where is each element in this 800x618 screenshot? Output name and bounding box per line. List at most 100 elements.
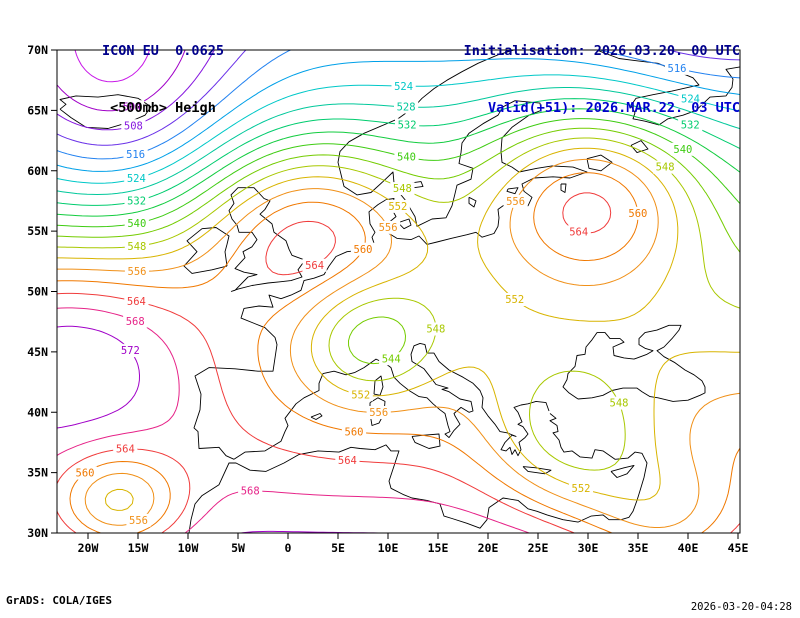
contour-560 (701, 447, 740, 533)
contour-label-box (126, 513, 151, 527)
contour-label-box (670, 142, 695, 156)
lon-tick-label: 35E (628, 541, 649, 555)
contour-label-box (394, 150, 419, 164)
lon-tick-label: 20E (478, 541, 499, 555)
contour-label: 560 (628, 208, 647, 220)
valid-time: Valid(+51): 2026.MAR.22. 03 UTC (488, 100, 740, 116)
contour-label: 568 (126, 316, 145, 328)
contour-548 (528, 370, 626, 471)
contour-532 (57, 98, 740, 206)
coastline-crete (522, 466, 552, 475)
contour-label: 568 (241, 486, 260, 498)
contour-label-box (503, 194, 528, 208)
lon-tick-label: 10E (378, 541, 399, 555)
lon-tick-label: 15W (128, 541, 149, 555)
contour-label: 556 (369, 407, 388, 419)
contour-label-box (385, 199, 410, 213)
contour-564 (265, 220, 336, 276)
lat-tick-label: 65N (27, 103, 48, 117)
contour-label: 564 (338, 455, 357, 467)
contour-564 (562, 192, 612, 234)
contour-552 (477, 147, 679, 322)
coastline-cyprus (610, 464, 635, 478)
contour-552 (57, 176, 740, 501)
title-block-right: Initialisation: 2026.03.20. 00 UTC Valid… (300, 4, 740, 156)
contour-label-box (123, 147, 148, 161)
title-block-left: ICON EU 0.0625 <500mb> Heigh (28, 4, 298, 156)
coastline-saaremaa (506, 187, 519, 195)
init-time: Initialisation: 2026.03.20. 00 UTC (463, 43, 740, 59)
contour-564 (57, 292, 575, 533)
lon-tick-label: 45E (728, 541, 749, 555)
contour-512 (667, 50, 740, 61)
contour-label: 548 (127, 241, 146, 253)
contour-564 (730, 522, 740, 533)
coastline-great-britain (228, 187, 306, 292)
contour-508 (57, 50, 215, 131)
coastline-mallorca (310, 413, 323, 420)
contour-label: 556 (129, 515, 148, 527)
contour-label-box (376, 220, 401, 234)
contour-label: 532 (681, 120, 700, 132)
coastline-iberia-med-balkans (233, 342, 550, 460)
contour-label-box (124, 294, 149, 308)
contour-label: 556 (379, 222, 398, 234)
contour-label: 560 (354, 244, 373, 256)
lat-tick-label: 35N (27, 466, 48, 480)
coastline-corsica (373, 375, 384, 396)
contour-label-box (72, 466, 98, 480)
lat-tick-label: 45N (27, 345, 48, 359)
contour-512 (57, 50, 247, 146)
lat-tick-label: 30N (27, 526, 48, 540)
lat-tick-label: 50N (27, 285, 48, 299)
contour-label-box (124, 216, 149, 230)
contour-552 (104, 488, 134, 511)
lon-tick-label: 20W (78, 541, 99, 555)
contour-label: 564 (569, 227, 588, 239)
grads-credit: GrADS: COLA/IGES (6, 594, 112, 607)
contour-label-box (390, 182, 415, 196)
contour-label-box (123, 314, 148, 328)
map-frame (56, 49, 741, 534)
contour-label: 524 (681, 93, 700, 105)
coastline-black-sea (562, 324, 706, 402)
field-title: <500mb> Heigh (110, 100, 216, 116)
contour-564 (57, 448, 191, 533)
contour-label: 552 (388, 201, 407, 213)
contour-label-box (238, 484, 263, 498)
contours-group (57, 50, 740, 533)
contour-label-box (678, 118, 703, 132)
contour-label: 552 (505, 294, 524, 306)
contour-label-box (625, 206, 650, 220)
contour-label: 528 (397, 102, 416, 114)
contour-label-box (391, 79, 416, 93)
contour-label: 532 (398, 120, 417, 132)
contour-516 (599, 50, 740, 79)
contour-label-box (341, 425, 367, 439)
contour-label-box (124, 172, 149, 185)
contour-label: 556 (506, 196, 525, 208)
contour-labels-group: 504 508 516 516 524 524 524 528 532 532 532 540 540 5… (72, 61, 703, 527)
contour-label-box (366, 406, 391, 419)
contour-556 (57, 188, 740, 528)
contour-label: 572 (121, 345, 140, 357)
lat-tick-label: 55N (27, 224, 48, 238)
contour-568 (184, 490, 530, 533)
model-title: ICON EU 0.0625 (102, 43, 224, 59)
coastline-anatolia-levant-africa (188, 413, 648, 533)
coastline-mainland (193, 50, 740, 460)
lon-tick-label: 25E (528, 541, 549, 555)
contour-label: 532 (127, 196, 146, 208)
lon-tick-label: 0 (285, 541, 292, 555)
coastlines-group (59, 50, 740, 533)
contour-label: 560 (345, 426, 364, 438)
contour-label: 544 (382, 353, 401, 365)
contour-label: 540 (397, 152, 416, 164)
contour-label: 548 (393, 183, 412, 195)
contour-label-box (350, 242, 376, 256)
contour-560 (57, 201, 613, 533)
contour-label: 552 (572, 483, 591, 495)
contour-560 (69, 460, 171, 533)
contour-label-box (120, 100, 145, 114)
